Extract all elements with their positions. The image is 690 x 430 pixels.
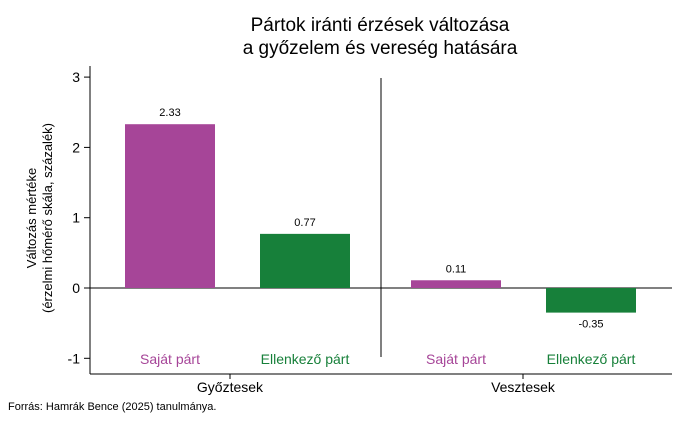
labels: 2.33 Saját párt 0.77 Ellenkező párt Győztese… bbox=[140, 107, 635, 395]
data-label: -0.35 bbox=[578, 319, 603, 331]
bar bbox=[125, 124, 215, 289]
group-label: Vesztesek bbox=[491, 379, 556, 395]
source-note: Forrás: Hamrák Bence (2025) tanulmánya. bbox=[8, 401, 217, 413]
y-tick-label: 3 bbox=[72, 69, 80, 85]
category-label: Ellenkező párt bbox=[547, 351, 636, 367]
bar-chart: Pártok iránti érzések változása a győzel… bbox=[24, 15, 672, 395]
category-label: Saját párt bbox=[426, 351, 486, 367]
bar bbox=[546, 288, 636, 313]
data-label: 0.11 bbox=[446, 263, 467, 275]
y-tick-label: 0 bbox=[72, 280, 80, 296]
y-tick-label: 1 bbox=[72, 210, 80, 226]
category-label: Ellenkező párt bbox=[261, 351, 350, 367]
chart-title-line-2: a győzelem és vereség hatására bbox=[243, 38, 518, 59]
y-axis-label-line-1: Változás mértéke bbox=[24, 168, 39, 268]
bars bbox=[125, 124, 636, 313]
data-label: 2.33 bbox=[159, 107, 180, 119]
data-label: 0.77 bbox=[294, 217, 315, 229]
chart-title-line-1: Pártok iránti érzések változása bbox=[251, 15, 510, 36]
y-tick-label: -1 bbox=[68, 350, 81, 366]
bar bbox=[260, 233, 350, 288]
y-axis-label-line-2: (érzelmi hőmérő skála, százalék) bbox=[40, 123, 55, 313]
category-label: Saját párt bbox=[140, 351, 200, 367]
group-label: Győztesek bbox=[197, 379, 264, 395]
bar bbox=[411, 280, 501, 288]
y-tick-label: 2 bbox=[72, 139, 80, 155]
